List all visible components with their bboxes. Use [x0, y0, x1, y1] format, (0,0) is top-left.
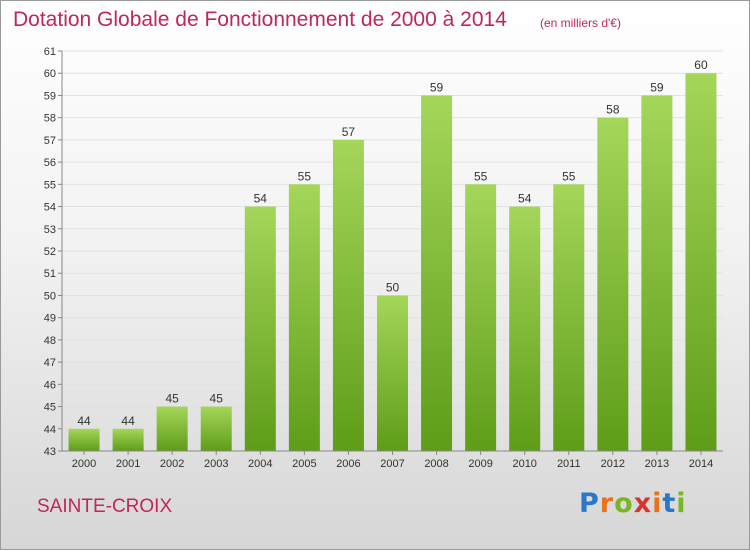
x-tick-label-2000: 2000 — [72, 458, 96, 470]
bar-2006 — [332, 139, 364, 451]
x-tick-label-2007: 2007 — [380, 458, 404, 470]
bar-2005 — [288, 184, 320, 452]
y-tick-label: 50 — [44, 290, 56, 302]
x-tick-label-2012: 2012 — [601, 458, 625, 470]
y-tick-label: 59 — [44, 90, 56, 102]
data-label-2001: 44 — [121, 414, 135, 428]
x-tick-label-2013: 2013 — [645, 458, 669, 470]
proxiti-logo[interactable]: Proxiti — [579, 488, 687, 519]
y-tick-label: 61 — [44, 46, 56, 58]
x-tick-label-2005: 2005 — [292, 458, 316, 470]
x-tick-label-2004: 2004 — [248, 458, 272, 470]
logo-letter: t — [662, 488, 677, 519]
data-label-2010: 54 — [518, 192, 532, 206]
data-label-2002: 45 — [165, 392, 179, 406]
data-label-2012: 58 — [606, 103, 620, 117]
logo-letter: x — [633, 488, 653, 519]
bars — [68, 73, 717, 452]
bar-2003 — [200, 406, 232, 451]
bar-2004 — [244, 206, 276, 451]
x-tick-label-2009: 2009 — [468, 458, 492, 470]
bar-2008 — [421, 95, 453, 451]
data-label-2005: 55 — [298, 169, 312, 183]
y-tick-label: 53 — [44, 224, 56, 236]
y-tick-label: 49 — [44, 313, 56, 325]
logo-letter: r — [599, 488, 615, 519]
x-tick-label-2011: 2011 — [557, 458, 581, 470]
data-label-2007: 50 — [386, 280, 400, 294]
data-label-2008: 59 — [430, 80, 444, 94]
logo-letter: o — [614, 488, 634, 519]
data-label-2003: 45 — [210, 392, 224, 406]
data-label-2006: 57 — [342, 125, 356, 139]
y-tick-label: 48 — [44, 335, 56, 347]
logo-letter: P — [579, 488, 600, 519]
y-tick-label: 44 — [44, 424, 56, 436]
bar-2001 — [112, 428, 144, 451]
bar-2009 — [465, 184, 497, 452]
data-label-2014: 60 — [694, 58, 708, 72]
bar-2012 — [597, 117, 629, 452]
data-label-2000: 44 — [77, 414, 91, 428]
bar-2013 — [641, 95, 673, 451]
y-tick-label: 57 — [44, 135, 56, 147]
logo-letter: i — [652, 488, 663, 519]
data-labels: 44 44 45 45 54 55 57 50 59 55 54 55 58 59 60 — [77, 58, 708, 428]
y-tick-label: 54 — [44, 202, 56, 214]
x-tick-label-2003: 2003 — [204, 458, 228, 470]
data-label-2013: 59 — [650, 80, 664, 94]
y-tick-label: 47 — [44, 357, 56, 369]
y-tick-label: 55 — [44, 179, 56, 191]
x-tick-label-2010: 2010 — [512, 458, 536, 470]
bar-2011 — [553, 184, 585, 452]
y-tick-label: 45 — [44, 402, 56, 414]
y-tick-label: 46 — [44, 379, 56, 391]
y-tick-label: 60 — [44, 68, 56, 80]
bar-2014 — [685, 73, 717, 451]
y-tick-label: 51 — [44, 268, 56, 280]
axes: 43 44 45 46 47 48 49 50 51 52 53 54 55 56 57 58 59 60 61 20… — [44, 46, 723, 470]
logo-letter: i — [676, 488, 687, 519]
data-label-2011: 55 — [562, 169, 576, 183]
bar-2010 — [509, 206, 541, 451]
chart-subtitle: (en milliers d'€) — [540, 16, 621, 30]
data-label-2009: 55 — [474, 169, 488, 183]
commune-name: SAINTE-CROIX — [37, 496, 173, 517]
y-tick-label: 43 — [44, 446, 56, 458]
bar-2007 — [377, 295, 408, 451]
y-tick-label: 58 — [44, 113, 56, 125]
x-tick-label-2008: 2008 — [424, 458, 448, 470]
x-tick-label-2002: 2002 — [160, 458, 184, 470]
y-tick-label: 56 — [44, 157, 56, 169]
chart-title: Dotation Globale de Fonctionnement de 20… — [13, 8, 507, 31]
data-label-2004: 54 — [254, 192, 268, 206]
x-tick-label-2006: 2006 — [336, 458, 360, 470]
x-tick-label-2001: 2001 — [116, 458, 140, 470]
y-tick-label: 52 — [44, 246, 56, 258]
bar-2000 — [68, 428, 100, 451]
bar-2002 — [156, 406, 188, 451]
x-tick-label-2014: 2014 — [689, 458, 713, 470]
